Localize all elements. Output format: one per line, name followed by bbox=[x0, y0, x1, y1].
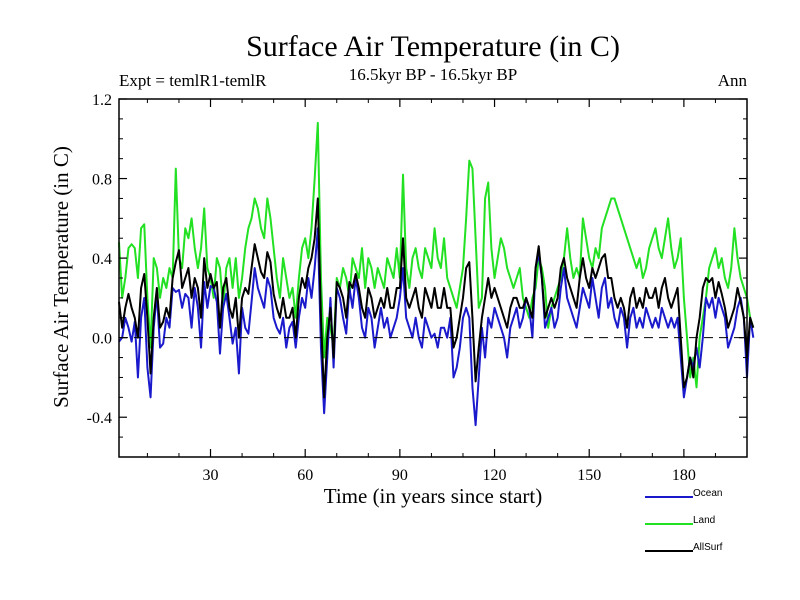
series-line-ocean bbox=[118, 227, 755, 427]
legend-label-allsurf: AllSurf bbox=[693, 542, 723, 553]
x-tick-label: 30 bbox=[203, 467, 219, 484]
season-label: Ann bbox=[718, 71, 748, 90]
x-tick-label: 60 bbox=[297, 467, 313, 484]
series-line-allsurf bbox=[118, 197, 755, 399]
y-axis: -0.4 0.0 0.4 0.8 1.2 bbox=[87, 92, 747, 458]
plot-area bbox=[118, 121, 755, 427]
series-line-land bbox=[118, 121, 755, 389]
y-tick-label: 0.0 bbox=[92, 331, 112, 348]
y-axis-label: Surface Air Temperature (in C) bbox=[49, 146, 73, 408]
y-tick-label: 1.2 bbox=[92, 92, 112, 109]
period-label: 16.5kyr BP - 16.5kyr BP bbox=[349, 65, 517, 84]
x-tick-label: 150 bbox=[577, 467, 601, 484]
y-tick-label: -0.4 bbox=[87, 410, 112, 427]
legend-label-ocean: Ocean bbox=[693, 488, 722, 499]
legend: Ocean Land AllSurf bbox=[645, 488, 723, 553]
x-tick-label: 120 bbox=[483, 467, 507, 484]
plot-frame bbox=[118, 98, 748, 458]
legend-label-land: Land bbox=[693, 515, 715, 526]
y-tick-label: 0.4 bbox=[92, 251, 112, 268]
x-axis-label: Time (in years since start) bbox=[324, 484, 543, 508]
y-tick-label: 0.8 bbox=[92, 172, 112, 189]
series-layer bbox=[118, 121, 755, 427]
experiment-label: Expt = temlR1-temlR bbox=[119, 71, 267, 90]
x-tick-label: 180 bbox=[672, 467, 696, 484]
chart-title: Surface Air Temperature (in C) bbox=[246, 30, 620, 63]
x-axis: 30 60 90 120 150 180 bbox=[146, 99, 748, 484]
x-tick-label: 90 bbox=[392, 467, 408, 484]
